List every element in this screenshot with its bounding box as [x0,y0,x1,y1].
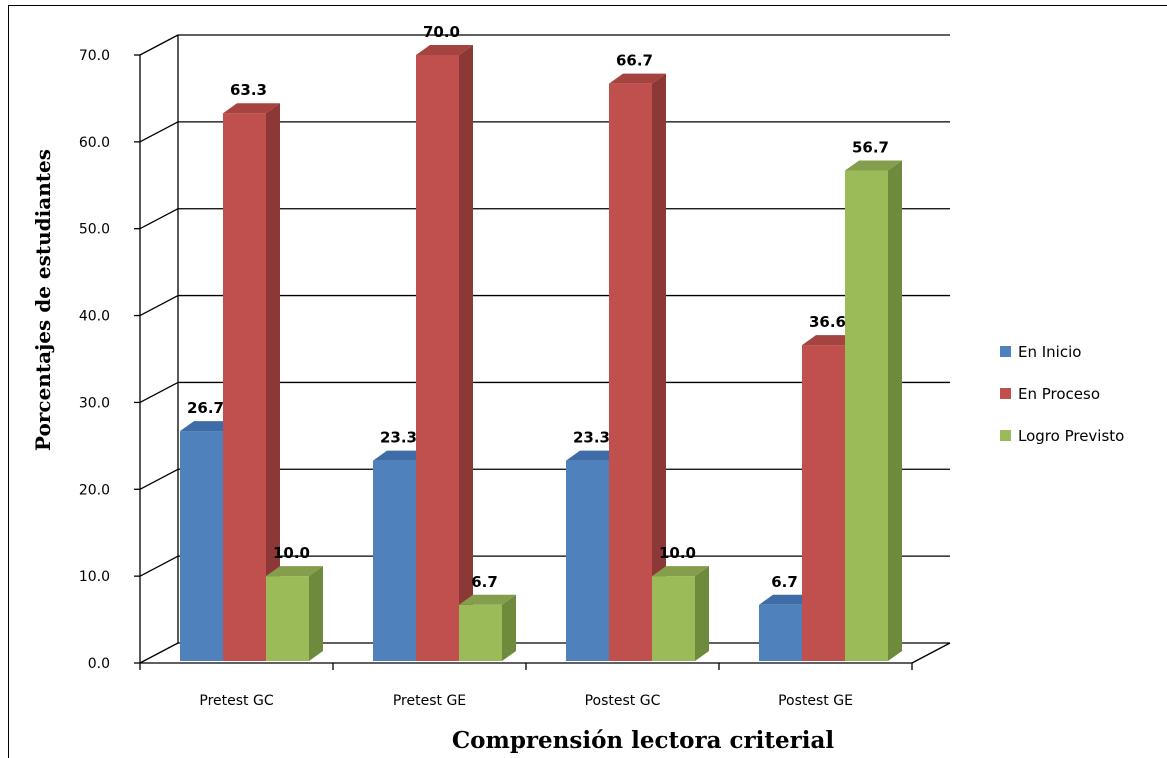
gridline-diagonal [139,642,179,664]
bar-front [652,576,695,661]
bar-front [566,460,609,661]
y-axis-title: Porcentajes de estudiantes [31,149,55,451]
x-axis-title: Comprensión lectora criterial [452,727,835,754]
data-label: 36.6 [809,313,846,331]
bar [609,73,666,662]
bar-side [309,566,323,661]
gridline-diagonal [139,294,179,317]
bar-side [652,73,666,662]
bar-top [609,73,666,84]
y-tick-label: 70.0 [79,48,110,64]
gridline-diagonal [139,208,179,230]
floor-right-edge [911,642,951,664]
bar-top [802,335,859,346]
legend-label: En Inicio [1018,343,1081,361]
bar-side [266,103,280,662]
legend-swatch [1000,346,1011,357]
data-label: 10.0 [273,544,310,562]
frame-top-border [8,5,1167,6]
bar-front [416,55,459,661]
legend-label: En Proceso [1018,385,1100,403]
bar [266,566,323,661]
gridline-diagonal [139,121,179,143]
gridline-diagonal [139,381,179,404]
data-label: 66.7 [616,52,653,70]
axes [134,35,951,670]
y-tick-label: 60.0 [79,135,110,151]
y-tick-label: 10.0 [79,569,110,585]
x-category-label: Postest GC [585,693,661,709]
bar-side [888,160,902,661]
bar-front [609,83,652,662]
bar-front [373,460,416,661]
bar [223,103,280,662]
bar [416,45,473,661]
x-category-label: Pretest GE [393,693,466,709]
bar [652,566,709,661]
frame-left-border [8,5,9,758]
bar-top [266,566,323,577]
bar-front [223,113,266,662]
bar-front [759,604,802,661]
data-label: 63.3 [230,81,267,99]
bar-top [845,160,902,171]
data-label: 23.3 [573,429,610,447]
data-label: 6.7 [471,573,498,591]
bar-side [459,45,473,661]
legend-swatch [1000,388,1011,399]
bar-top [223,103,280,114]
data-label: 26.7 [187,399,224,417]
y-tick-label: 40.0 [79,309,110,325]
bar-top [459,594,516,605]
bar-top [759,594,816,605]
bar-top [652,566,709,577]
bar-side [695,566,709,661]
legend: En Inicio En Proceso Logro Previsto [1000,343,1124,445]
gridline-diagonal [139,468,179,490]
bars [180,45,902,662]
data-label: 56.7 [852,139,889,157]
bar-front [180,431,223,661]
bar-top [180,421,237,432]
y-tick-label: 50.0 [79,222,110,238]
gridline-diagonal [139,555,179,577]
bar-top [566,450,623,461]
y-tick-label: 0.0 [88,656,110,672]
legend-swatch [1000,430,1011,441]
data-label: 10.0 [659,544,696,562]
legend-label: Logro Previsto [1018,427,1124,445]
data-label: 70.0 [423,23,460,41]
data-label: 6.7 [771,573,798,591]
x-category-labels: Pretest GC Pretest GE Postest GC Postest GE [199,693,853,709]
y-tick-label: 20.0 [79,482,110,498]
data-labels: 26.7 23.3 23.3 6.7 63.3 70.0 66.7 36.6 10.0 6.7 10… [187,23,889,591]
data-label: 23.3 [380,429,417,447]
bar-side [502,594,516,661]
bar [459,594,516,661]
bar-front [266,576,309,661]
x-category-label: Pretest GC [199,693,273,709]
y-tick-labels: 0.0 10.0 20.0 30.0 40.0 50.0 60.0 70.0 [79,48,110,672]
bar [845,160,902,661]
y-tick-label: 30.0 [79,395,110,411]
bar-top [373,450,430,461]
bar-top [416,45,473,55]
x-category-label: Postest GE [778,693,853,709]
bar-front [459,604,502,661]
bar-front [845,170,888,661]
bar-front [802,345,845,661]
gridline-diagonal [139,34,179,56]
